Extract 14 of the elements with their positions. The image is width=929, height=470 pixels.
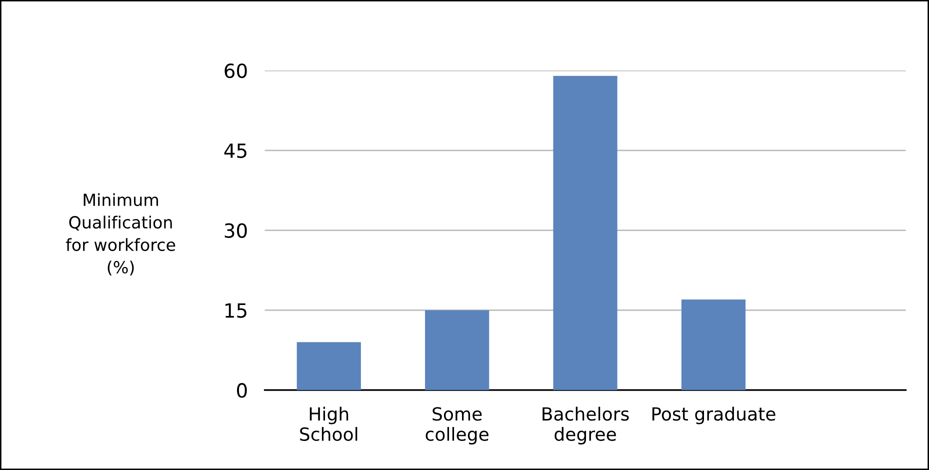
y-tick-label: 30 xyxy=(224,223,247,238)
bar xyxy=(425,310,490,390)
x-tick-label: High School xyxy=(300,406,358,441)
y-tick-label: 15 xyxy=(225,303,246,318)
y-axis-title: Minimum Qualification for workforce (%) xyxy=(66,193,176,276)
x-tick-label: Some college xyxy=(426,407,488,444)
bar xyxy=(296,342,361,390)
y-tick-label: 60 xyxy=(224,63,247,78)
bar xyxy=(553,76,618,390)
x-tick-label: Bachelors degree xyxy=(542,406,629,444)
y-tick-label: 45 xyxy=(224,144,246,158)
x-tick-label: Post graduate xyxy=(652,406,776,424)
y-tick-label: 0 xyxy=(237,383,247,398)
bar xyxy=(681,300,746,390)
